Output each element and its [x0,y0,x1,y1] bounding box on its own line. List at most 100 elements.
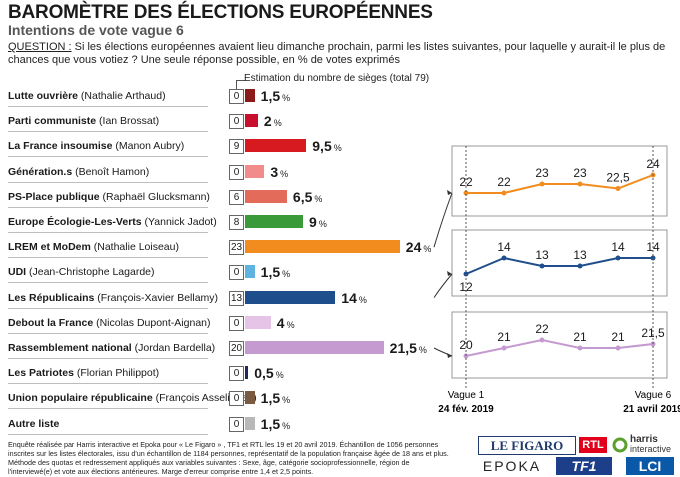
data-point [615,345,621,351]
connector-arrow [433,192,453,248]
question-label: QUESTION : [8,41,72,53]
data-point [501,255,507,261]
party-leader: (Benoît Hamon) [72,165,150,178]
bar [245,240,400,254]
data-point [539,337,545,343]
data-point [501,190,507,196]
data-point [650,341,656,347]
row-divider [8,383,208,385]
bar-value-label: 1,5% [260,390,291,407]
seats-box: 9 [229,139,244,155]
data-point [650,172,656,178]
data-point [577,263,583,269]
arrowhead [447,353,452,358]
footnote: Enquête réalisée par Harris interactive … [8,440,449,476]
x-start-label: Vague 1 [448,390,485,401]
row-divider [8,358,208,359]
data-point [577,181,583,187]
line-panel-frame [451,311,668,379]
question: QUESTION : Si les élections européennes … [8,41,678,67]
seats-box: 8 [229,215,244,230]
harris-logo-text: harris [630,434,658,445]
party-label: PS-Place publique (Raphaël Glucksmann) [8,191,210,204]
party-leader: (Raphaël Glucksmann) [99,190,210,203]
arrowhead [447,190,452,195]
bar-value-label: 1,5% [260,264,291,281]
party-name: Union populaire républicaine [8,392,153,405]
party-leader: (Manon Aubry) [112,140,185,153]
seats-header: Estimation du nombre de sièges (total 79… [244,73,430,84]
bar [245,416,255,430]
question-text: Si les élections européennes avaient lie… [8,41,666,66]
party-name: UDI [8,266,27,279]
data-label: 24 [646,157,660,171]
x-end-label: Vague 6 [635,390,672,401]
data-point [463,353,469,359]
bar-value-label: 14% [341,289,367,306]
party-name: Rassemblement national [8,342,132,354]
party-label: LREM et MoDem (Nathalie Loiseau) [8,241,179,254]
row-divider [8,156,208,158]
data-label: 22 [535,322,549,336]
party-label: Les Républicains (François-Xavier Bellam… [8,292,218,305]
data-label: 21 [497,330,511,344]
bar [245,89,255,102]
party-leader: (Florian Philippot) [73,367,160,380]
bar [245,341,384,354]
bar [245,366,249,380]
data-point [501,345,507,351]
party-label: Les Patriotes (Florian Philippot) [8,367,159,380]
party-leader: (Nathalie Arthaud) [78,90,166,102]
data-point [463,190,469,196]
bar-value-label: 9% [309,214,327,230]
party-label: Autre liste [8,418,59,431]
page-subtitle: Intentions de vote vague 6 [8,22,184,38]
bar-value-label: 6,5% [292,188,323,205]
rtl-logo: RTL [579,437,607,453]
party-label: Lutte ouvrière (Nathalie Arthaud) [8,90,166,103]
party-name: Europe Écologie-Les-Verts [8,216,142,228]
party-label: Génération.s (Benoît Hamon) [8,166,149,179]
row-divider [8,181,208,183]
bar [245,265,255,279]
connector-arrow [433,273,453,298]
party-name: Les Patriotes [8,367,74,380]
row-divider [8,131,208,133]
interactive-logo-text: interactive [630,444,672,454]
row-divider [8,433,208,435]
harris-leaf-icon [612,437,628,453]
line-panel-frame [451,145,668,217]
party-name: Parti communiste [8,115,97,128]
le-figaro-logo-text: LE FIGARO [490,438,564,453]
party-label: Rassemblement national (Jordan Bardella) [8,342,215,355]
party-leader: (Jean-Christophe Lagarde) [26,266,155,279]
data-point [539,181,545,187]
data-label: 13 [535,248,549,262]
seats-box: 0 [229,265,244,281]
data-label: 14 [611,240,625,254]
bar-value-label: 4% [276,314,295,331]
data-point [577,345,583,351]
row-divider [8,257,208,259]
party-name: La France insoumise [8,140,113,153]
data-label: 14 [497,240,511,254]
data-label: 22 [459,175,473,189]
seats-box: 6 [229,189,244,205]
seats-box: 13 [229,290,244,306]
party-label: Union populaire républicaine (François A… [8,392,257,405]
bar [245,215,304,228]
row-divider [8,408,208,410]
data-label: 21 [573,330,587,344]
bar [245,164,265,178]
bar [245,391,255,405]
party-leader: (Jordan Bardella) [131,342,216,354]
party-name: LREM et MoDem [8,241,91,254]
data-point [615,255,621,261]
bar [245,189,287,203]
data-label: 22,5 [606,171,630,185]
bar-value-label: 1,5% [260,88,291,104]
data-label: 23 [535,166,549,180]
data-label: 14 [646,240,660,254]
party-label: Europe Écologie-Les-Verts (Yannick Jadot… [8,216,217,229]
